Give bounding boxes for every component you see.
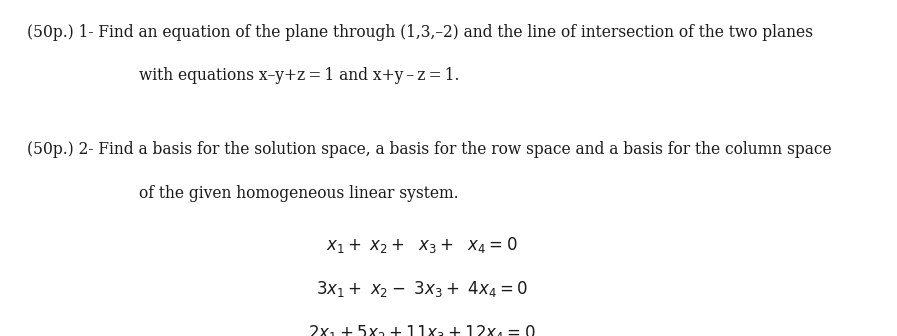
Text: with equations x–y+z = 1 and x+y – z = 1.: with equations x–y+z = 1 and x+y – z = 1…	[139, 67, 459, 84]
Text: of the given homogeneous linear system.: of the given homogeneous linear system.	[139, 185, 458, 202]
Text: (50p.) 1- Find an equation of the plane through (1,3,–2) and the line of interse: (50p.) 1- Find an equation of the plane …	[27, 24, 813, 41]
Text: $x_1+\ x_2+\ \ x_3+\ \ x_4=0$: $x_1+\ x_2+\ \ x_3+\ \ x_4=0$	[326, 235, 518, 255]
Text: $3x_1+\ x_2-\ 3x_3+\ 4x_4=0$: $3x_1+\ x_2-\ 3x_3+\ 4x_4=0$	[316, 279, 527, 299]
Text: $2x_1+5x_2+11x_3+12x_4=0$: $2x_1+5x_2+11x_3+12x_4=0$	[308, 323, 536, 336]
Text: (50p.) 2- Find a basis for the solution space, a basis for the row space and a b: (50p.) 2- Find a basis for the solution …	[27, 141, 832, 158]
